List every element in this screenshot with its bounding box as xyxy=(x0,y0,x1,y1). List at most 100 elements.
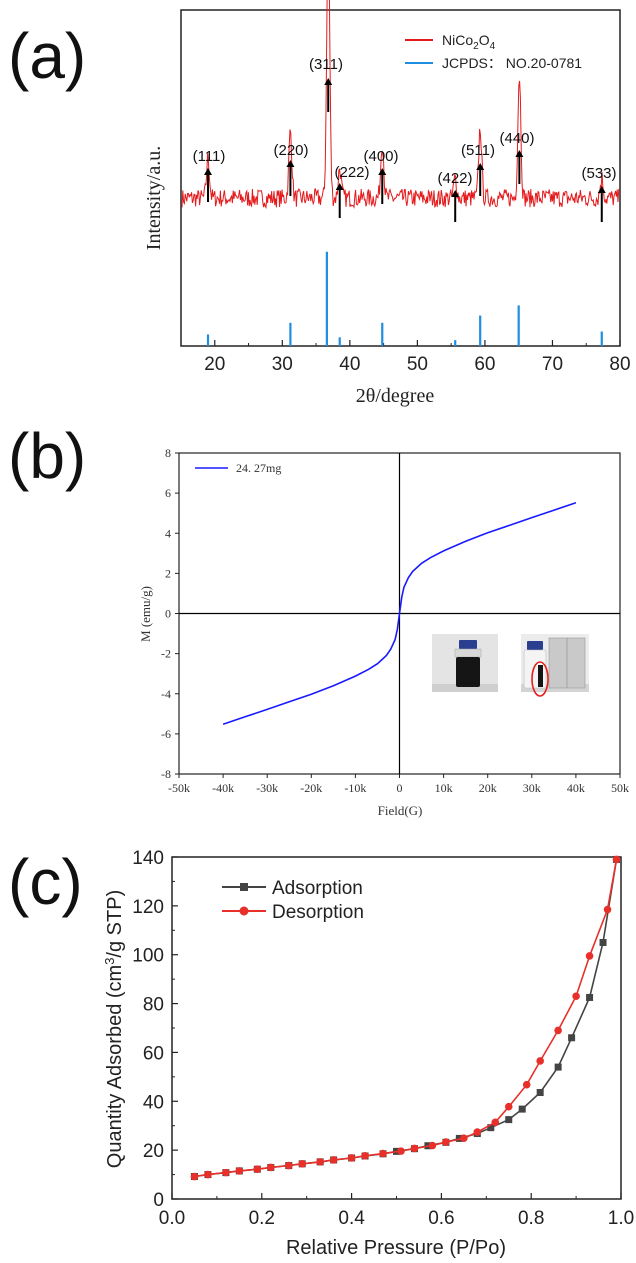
data-point-adsorption xyxy=(586,993,594,1001)
x-tick-label: 80 xyxy=(609,354,630,375)
data-point-desorption xyxy=(266,1163,275,1172)
y-tick-label: 2 xyxy=(165,566,171,580)
data-point-desorption xyxy=(522,1080,531,1089)
x-tick-label: -30k xyxy=(256,781,278,795)
x-tick-label: 0.2 xyxy=(249,1208,275,1229)
panel-c-label: (c) xyxy=(8,846,83,918)
data-point-desorption xyxy=(316,1158,324,1166)
x-tick-label: 0.8 xyxy=(518,1208,544,1229)
panel-a-y-axis-title: Intensity/a.u. xyxy=(143,146,165,250)
y-tick-label: 40 xyxy=(143,1092,164,1113)
x-tick-label: 50k xyxy=(611,781,629,795)
x-tick-label: 20k xyxy=(479,781,497,795)
panel-c-plot-frame xyxy=(171,856,622,1200)
y-tick-label: 0 xyxy=(153,1190,164,1211)
panel-c: (c) 0.0 0.2 0.4 0.6 0.8 1.0 0 20 40 60 80 100 120 140… xyxy=(8,846,634,1259)
data-point-adsorption xyxy=(599,939,607,946)
panel-c-legend: Adsorption Desorption xyxy=(222,878,364,923)
legend-label-sample-mass: 24. 27mg xyxy=(236,461,281,475)
data-point-desorption xyxy=(536,1057,544,1065)
data-point-desorption xyxy=(473,1128,482,1136)
panel-a-plot-frame xyxy=(180,9,621,347)
panel-c-y-axis-title: Quantity Adsorbed (cm3/g STP) xyxy=(102,890,126,1168)
x-tick-label: -40k xyxy=(212,781,234,795)
peak-label: (220) xyxy=(273,142,308,159)
data-point-desorption xyxy=(428,1141,437,1150)
data-point-desorption xyxy=(379,1149,387,1158)
y-tick-label: 80 xyxy=(143,995,164,1016)
panel-a-legend: NiCo2O4 JCPDS： NO.20-0781 xyxy=(405,32,582,71)
data-point-desorption xyxy=(284,1161,293,1170)
panel-a-x-axis-title: 2θ/degree xyxy=(356,385,435,407)
y-tick-label: 100 xyxy=(132,946,164,967)
x-tick-label: 60 xyxy=(474,354,495,375)
panel-a-data xyxy=(181,0,620,346)
y-tick-label: 60 xyxy=(143,1043,164,1064)
data-point-desorption xyxy=(572,992,580,1001)
x-tick-label: 0 xyxy=(397,781,403,795)
legend-label-adsorption: Adsorption xyxy=(272,878,363,899)
data-point-desorption xyxy=(603,905,612,914)
peak-label: (400) xyxy=(363,148,398,165)
data-point-desorption xyxy=(190,1172,199,1181)
panel-a-annotations: (111) (220) (311) (222)(400) (422) (511)(440)… xyxy=(193,56,617,222)
data-point-desorption xyxy=(460,1134,468,1142)
panel-b-axes: -50k -40k -30k -20k -10k 0 10k 20k 30k 40k 50k 8 6 4 2… xyxy=(161,446,629,795)
panel-b: (b) -50k -40k -30k -20k -10k 0 10k 20k 30k 40k 50k… xyxy=(8,420,629,818)
data-point-desorption xyxy=(612,855,621,864)
panel-a-label: (a) xyxy=(8,20,86,92)
data-point-desorption xyxy=(235,1167,244,1175)
y-tick-label: -2 xyxy=(161,647,171,661)
series-line-desorption xyxy=(194,859,618,1178)
x-tick-label: 70 xyxy=(542,354,563,375)
legend-label-nico2o4: NiCo2O4 xyxy=(442,32,496,52)
data-point-adsorption xyxy=(554,1063,562,1071)
y-tick-label: -8 xyxy=(161,767,171,781)
x-tick-label: 50 xyxy=(407,354,428,375)
y-tick-label: 120 xyxy=(132,897,164,918)
y-tick-label: 20 xyxy=(143,1141,164,1162)
x-tick-label: 10k xyxy=(435,781,453,795)
peak-label: (440) xyxy=(499,130,534,147)
x-tick-label: 20 xyxy=(204,354,225,375)
data-point-desorption xyxy=(361,1151,369,1160)
y-tick-label: 4 xyxy=(165,526,171,540)
y-tick-label: -6 xyxy=(161,727,171,741)
data-point-desorption xyxy=(585,952,594,960)
panel-a-x-ticks: 20 30 40 50 60 70 80 xyxy=(180,340,631,375)
x-tick-label: 40 xyxy=(339,354,360,375)
x-tick-label: -10k xyxy=(344,781,366,795)
data-point-adsorption xyxy=(568,1034,576,1042)
peak-label: (511) xyxy=(461,142,495,159)
panel-c-x-axis-title: Relative Pressure (P/Po) xyxy=(286,1237,506,1259)
data-point-desorption xyxy=(329,1156,338,1164)
x-tick-label: -20k xyxy=(300,781,322,795)
panel-b-label: (b) xyxy=(8,420,86,492)
legend-marker-desorption xyxy=(239,906,249,916)
inset-photo-vial-dispersed xyxy=(432,634,498,692)
panel-c-axes: 0.0 0.2 0.4 0.6 0.8 1.0 0 20 40 60 80 100 120 140 xyxy=(132,848,634,1229)
data-point-desorption xyxy=(442,1138,450,1146)
data-point-adsorption xyxy=(505,1116,513,1124)
legend-label-desorption: Desorption xyxy=(272,902,364,923)
x-tick-label: 0.0 xyxy=(159,1208,185,1229)
y-tick-label: -4 xyxy=(161,687,171,701)
panel-b-y-axis-title: M (emu/g) xyxy=(138,586,153,642)
panel-b-data xyxy=(222,502,577,725)
y-tick-label: 6 xyxy=(165,486,171,500)
data-point-desorption xyxy=(397,1147,405,1155)
y-tick-label: 0 xyxy=(165,607,171,621)
panel-b-x-axis-title: Field(G) xyxy=(378,803,423,818)
x-tick-label: 30 xyxy=(272,354,293,375)
peak-label: (222) xyxy=(334,164,369,181)
data-point-desorption xyxy=(204,1170,212,1179)
series-line-magnetization xyxy=(222,502,577,725)
peak-label: (422) xyxy=(437,170,472,187)
panel-b-legend: 24. 27mg xyxy=(195,461,281,475)
data-point-adsorption xyxy=(518,1105,526,1113)
x-tick-label: 0.4 xyxy=(338,1208,365,1229)
legend-marker-adsorption xyxy=(240,883,248,891)
peak-label: (533) xyxy=(581,165,616,182)
y-tick-label: 8 xyxy=(165,446,171,460)
